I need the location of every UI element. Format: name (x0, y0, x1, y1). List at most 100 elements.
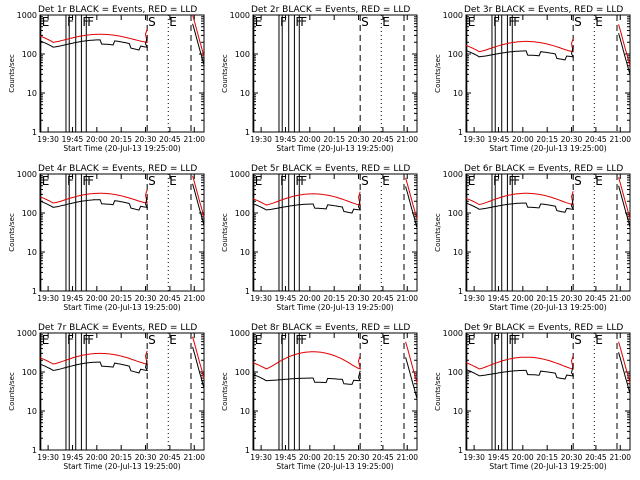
y-tick-label: 10 (27, 89, 37, 98)
x-tick-label: 19:30 (463, 453, 485, 462)
panel-1: Det 1r BLACK = Events, RED = LLD 1 10 100 10… (8, 5, 205, 153)
events-series-line (39, 197, 149, 211)
x-tick-label: 19:45 (275, 453, 297, 462)
x-tick-label: 19:30 (463, 294, 485, 303)
lld-series-line (465, 355, 574, 370)
events-series-line-late (405, 186, 418, 229)
y-tick-label: 10 (240, 248, 250, 257)
x-tick-label: 21:00 (396, 453, 418, 462)
x-tick-label: 20:00 (512, 294, 534, 303)
plot-frame (465, 173, 631, 292)
lld-series-line (39, 350, 148, 365)
y-tick-label: 100 (448, 50, 463, 59)
events-series-line-late (192, 23, 205, 66)
y-tick-label: 1 (32, 128, 37, 137)
x-tick-label: 20:15 (536, 453, 558, 462)
x-axis-label: Start Time (20-Jul-13 19:25:00) (63, 462, 180, 471)
x-tick-label: 20:00 (86, 135, 108, 144)
panel-title: Det 8r BLACK = Events, RED = LLD (251, 323, 410, 333)
x-tick-label: 19:45 (275, 135, 297, 144)
x-tick-label: 21:00 (183, 453, 205, 462)
panel-title: Det 2r BLACK = Events, RED = LLD (251, 5, 410, 15)
y-tick-label: 10 (453, 407, 463, 416)
x-tick-label: 20:30 (135, 453, 157, 462)
plot-frame (252, 14, 418, 133)
event-marker-label: E (42, 15, 50, 29)
event-marker-label: F (300, 15, 307, 29)
event-marker-label: S (574, 333, 582, 347)
y-axis-label: Counts/sec (221, 213, 229, 252)
x-tick-label: 20:15 (323, 453, 345, 462)
x-tick-label: 20:30 (561, 453, 583, 462)
events-series-line (465, 46, 575, 61)
panel-5: Det 5r BLACK = Events, RED = LLD 1 10 100 10… (221, 164, 418, 312)
x-axis-label: Start Time (20-Jul-13 19:25:00) (276, 144, 393, 153)
y-tick-label: 100 (448, 209, 463, 218)
events-series-line (39, 37, 149, 51)
x-tick-label: 19:45 (62, 294, 84, 303)
x-tick-label: 19:30 (37, 294, 59, 303)
x-tick-label: 19:30 (463, 135, 485, 144)
y-tick-label: 10 (453, 248, 463, 257)
x-tick-label: 20:00 (299, 135, 321, 144)
y-tick-label: 1 (245, 128, 250, 137)
event-marker-label: F (67, 15, 74, 29)
events-series-line-late (618, 352, 631, 394)
lld-series-line (252, 351, 361, 370)
y-tick-label: 1000 (230, 11, 250, 20)
x-tick-label: 20:15 (323, 294, 345, 303)
lld-series-line-late (618, 341, 631, 384)
x-tick-label: 20:45 (372, 294, 394, 303)
event-marker-label: F (493, 174, 500, 188)
panel-3: Det 3r BLACK = Events, RED = LLD 1 10 100 10… (434, 5, 631, 153)
x-tick-label: 20:15 (110, 294, 132, 303)
event-marker-label: F (300, 333, 307, 347)
x-tick-label: 20:30 (135, 294, 157, 303)
panel-title: Det 7r BLACK = Events, RED = LLD (38, 323, 197, 333)
y-axis-label: Counts/sec (8, 54, 16, 93)
event-marker-label: F (513, 174, 520, 188)
event-marker-label: F (513, 15, 520, 29)
y-tick-label: 1000 (230, 170, 250, 179)
x-tick-label: 21:00 (183, 135, 205, 144)
y-axis-label: Counts/sec (8, 372, 16, 411)
x-axis-label: Start Time (20-Jul-13 19:25:00) (489, 144, 606, 153)
event-marker-label: S (148, 333, 156, 347)
event-marker-label: E (382, 174, 390, 188)
x-tick-label: 20:00 (299, 453, 321, 462)
y-axis-label: Counts/sec (221, 372, 229, 411)
y-tick-label: 100 (235, 368, 250, 377)
x-tick-label: 20:00 (86, 294, 108, 303)
panel-title: Det 4r BLACK = Events, RED = LLD (38, 164, 197, 174)
x-axis-label: Start Time (20-Jul-13 19:25:00) (63, 303, 180, 312)
event-marker-label: S (148, 15, 156, 29)
lld-series-line-late (192, 336, 205, 379)
panel-title: Det 5r BLACK = Events, RED = LLD (251, 164, 410, 174)
y-axis-label: Counts/sec (434, 372, 442, 411)
x-tick-label: 20:15 (536, 135, 558, 144)
event-marker-label: E (42, 174, 50, 188)
x-tick-label: 19:45 (275, 294, 297, 303)
lld-series-line (39, 189, 148, 204)
x-tick-label: 21:00 (609, 135, 631, 144)
y-tick-label: 100 (22, 209, 37, 218)
panel-9: Det 9r BLACK = Events, RED = LLD 1 10 100 10… (434, 323, 631, 471)
y-tick-label: 1000 (230, 329, 250, 338)
panel-4: Det 4r BLACK = Events, RED = LLD 1 10 100 10… (8, 164, 205, 312)
lld-series-line-late (618, 24, 631, 67)
y-tick-label: 1000 (17, 170, 37, 179)
event-marker-label: F (87, 15, 94, 29)
events-series-line (465, 199, 575, 213)
panel-6: Det 6r BLACK = Events, RED = LLD 1 10 100 10… (434, 164, 631, 312)
x-tick-label: 20:15 (536, 294, 558, 303)
lld-series-line-late (405, 341, 418, 384)
lld-series-line-late (192, 175, 205, 218)
y-tick-label: 1 (32, 287, 37, 296)
plot-frame (39, 332, 205, 451)
panel-title: Det 9r BLACK = Events, RED = LLD (464, 323, 623, 333)
y-tick-label: 100 (448, 368, 463, 377)
event-marker-label: E (382, 333, 390, 347)
x-tick-label: 20:45 (372, 135, 394, 144)
x-axis-label: Start Time (20-Jul-13 19:25:00) (276, 303, 393, 312)
event-marker-label: F (280, 15, 287, 29)
